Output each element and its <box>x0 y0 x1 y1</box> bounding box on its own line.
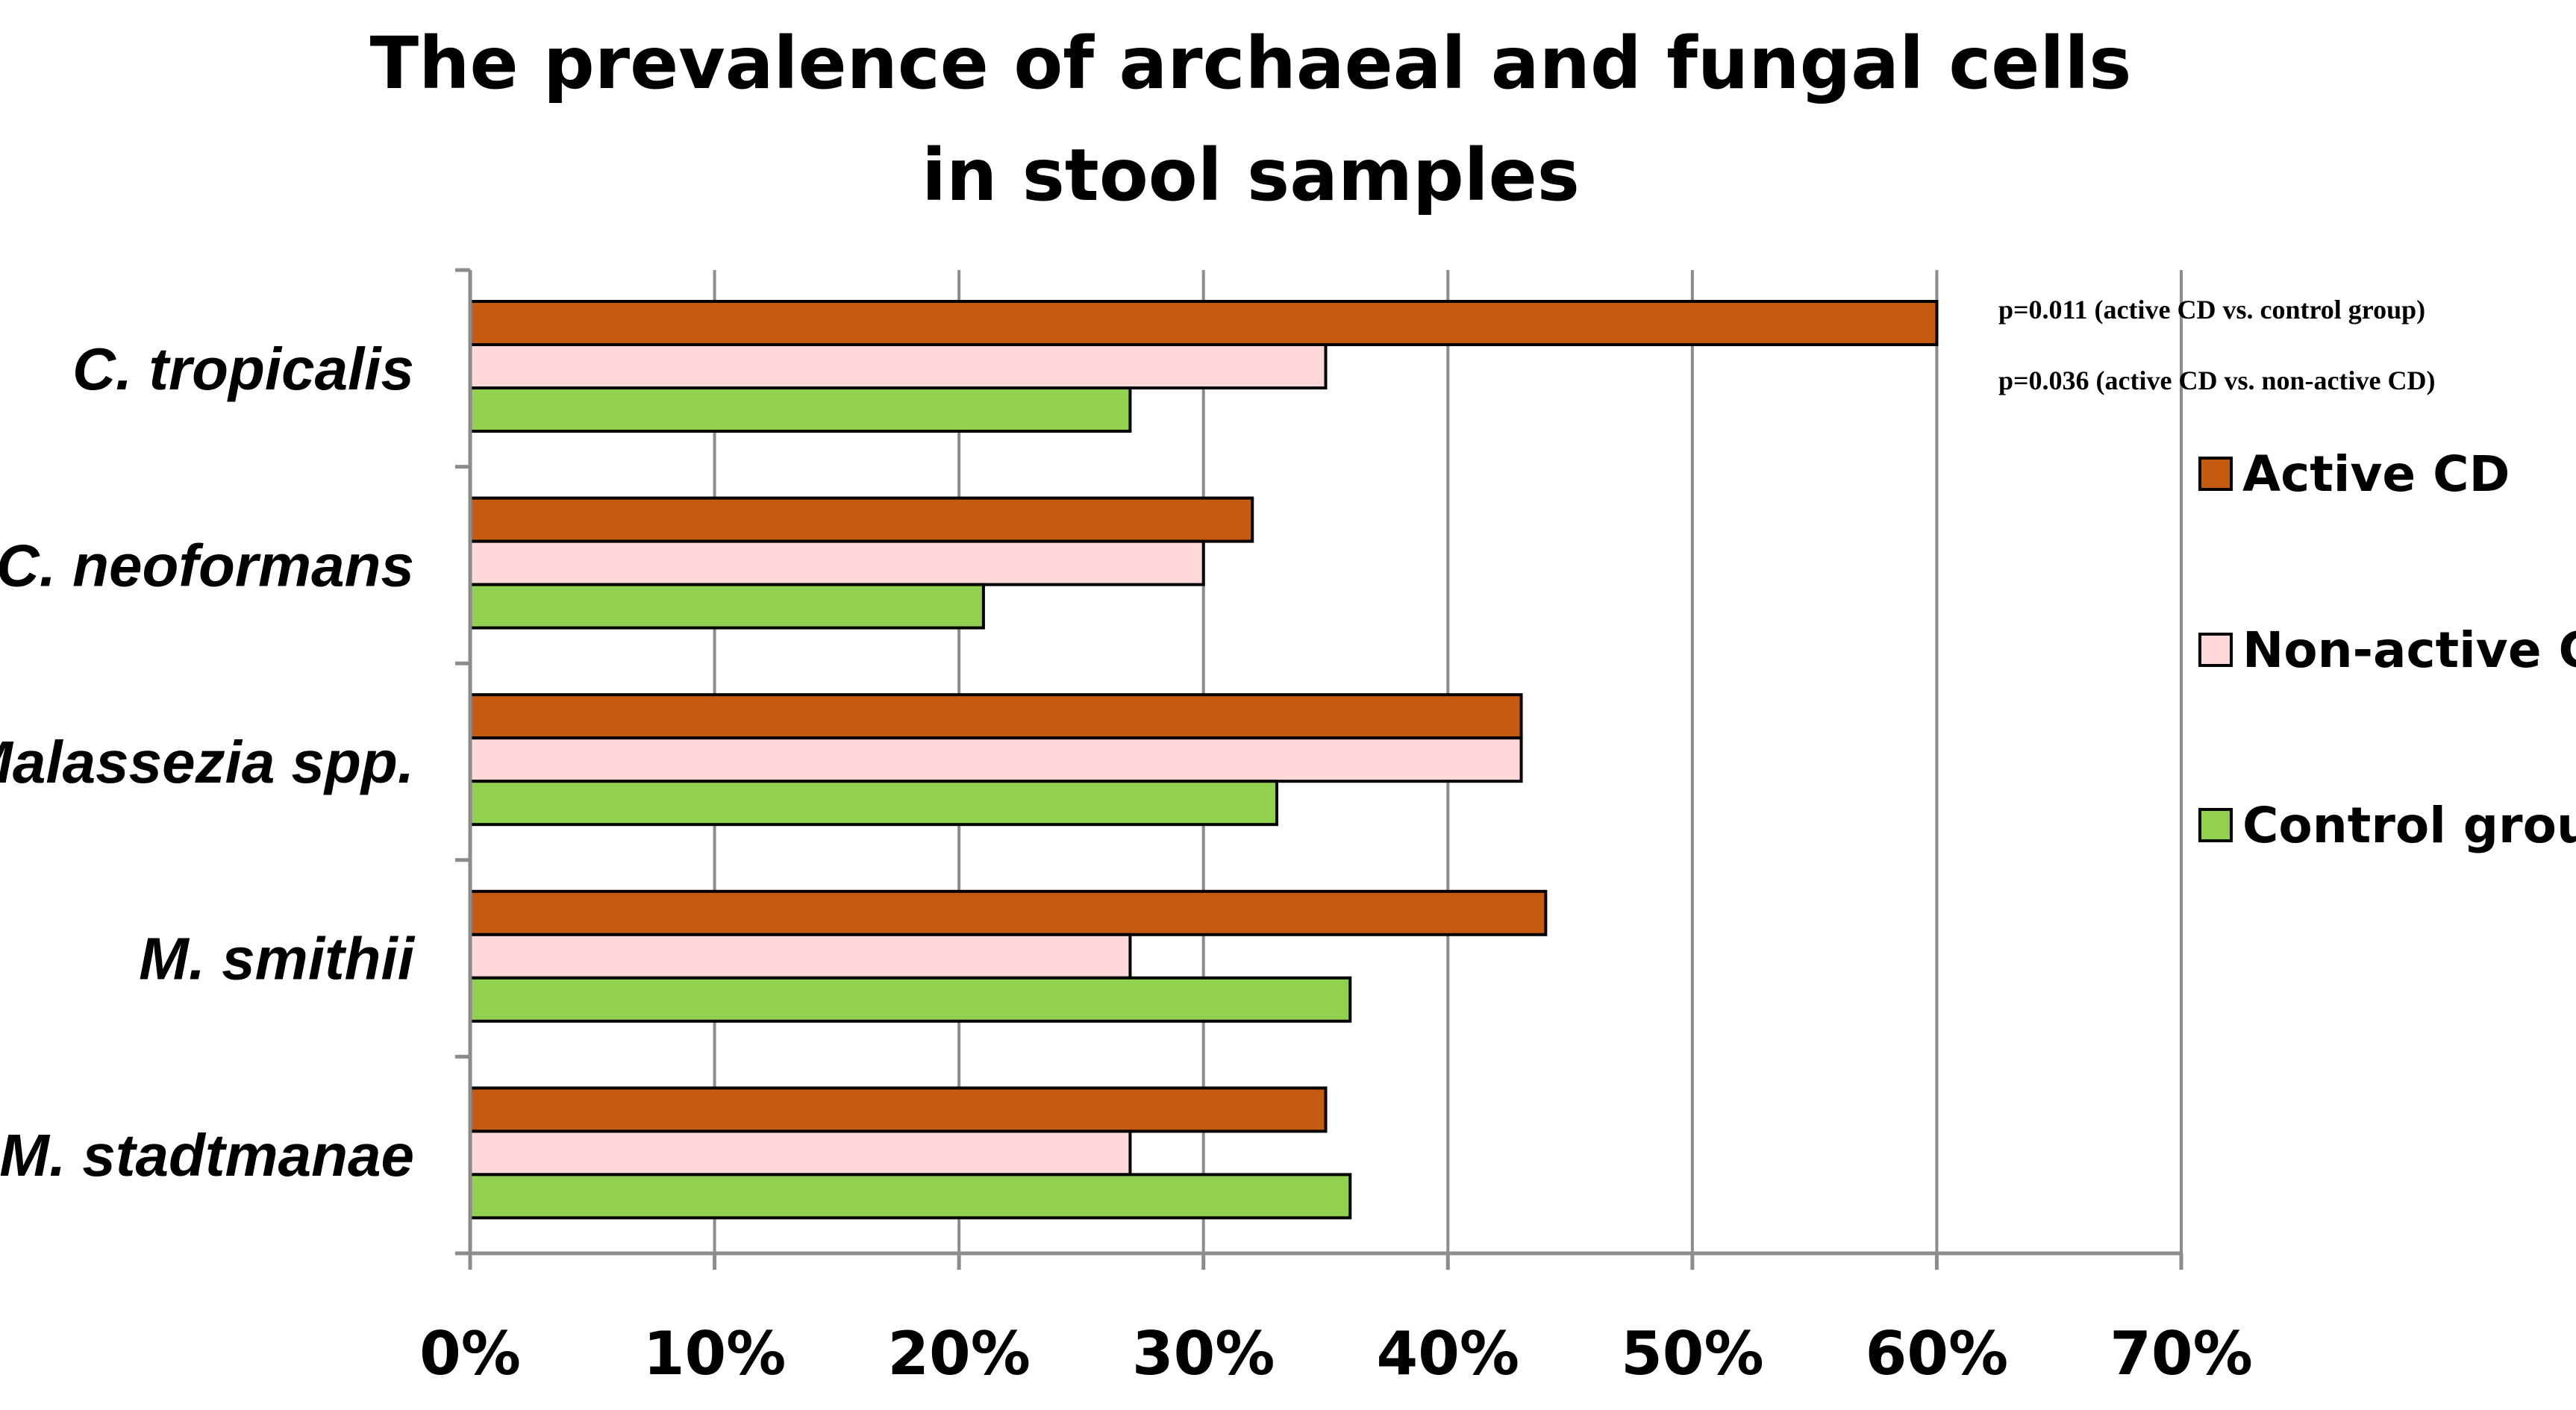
bars <box>469 300 1939 1220</box>
bar <box>469 1173 1352 1220</box>
x-tick-labels: 0% 10% 20% 30% 40% 50% 60% 70% <box>419 1319 2253 1388</box>
legend-item: Non-active CD <box>2198 621 2576 679</box>
p-value-annotation: p=0.011 (active CD vs. control group) <box>1998 295 2425 325</box>
bar <box>469 300 1939 346</box>
legend-label: Control group <box>2242 797 2576 854</box>
x-tick-label: 20% <box>887 1319 1030 1388</box>
x-tick-label: 0% <box>419 1319 521 1388</box>
bar <box>469 976 1352 1023</box>
legend-item: Control group <box>2198 797 2576 854</box>
bar <box>469 933 1132 980</box>
bar <box>469 1086 1328 1133</box>
bar <box>469 343 1328 389</box>
chart-title-line: in stool samples <box>922 134 1580 217</box>
p-value-annotation: p=0.036 (active CD vs. non-active CD) <box>1998 366 2435 395</box>
legend-item: Active CD <box>2198 445 2510 503</box>
legend-label: Active CD <box>2242 445 2510 503</box>
x-tick-label: 60% <box>1866 1319 2008 1388</box>
chart-title-line: The prevalence of archaeal and fungal ce… <box>370 22 2132 105</box>
axes <box>455 268 2183 1270</box>
bar <box>469 1129 1132 1176</box>
x-tick-label: 40% <box>1377 1319 1519 1388</box>
legend-swatch <box>2198 808 2233 842</box>
category-label: C. neoformans <box>0 532 414 598</box>
bar <box>469 693 1523 740</box>
legend-swatch <box>2198 633 2233 667</box>
x-tick-label: 70% <box>2110 1319 2252 1388</box>
legend-label: Non-active CD <box>2242 621 2576 679</box>
category-labels: C. tropicalis C. neoformans Malassezia spp… <box>0 336 416 1188</box>
legend: Active CD Non-active CD Control group <box>2198 445 2576 854</box>
bar <box>469 780 1278 827</box>
legend-swatch <box>2198 457 2233 491</box>
x-tick-label: 10% <box>643 1319 786 1388</box>
bar <box>469 539 1205 586</box>
category-label: M. stadtmanae <box>0 1122 414 1188</box>
bar <box>469 583 985 630</box>
category-label: Malassezia spp. <box>0 729 414 795</box>
x-tick-label: 30% <box>1132 1319 1275 1388</box>
bar <box>469 386 1132 433</box>
x-tick-label: 50% <box>1621 1319 1763 1388</box>
annotations: p=0.011 (active CD vs. control group) p=0… <box>1998 295 2435 395</box>
bar <box>469 889 1548 936</box>
category-label: C. tropicalis <box>72 336 414 402</box>
bar <box>469 496 1254 543</box>
chart-title: The prevalence of archaeal and fungal ce… <box>370 22 2132 217</box>
bar <box>469 736 1523 783</box>
category-label: M. smithii <box>139 926 416 992</box>
